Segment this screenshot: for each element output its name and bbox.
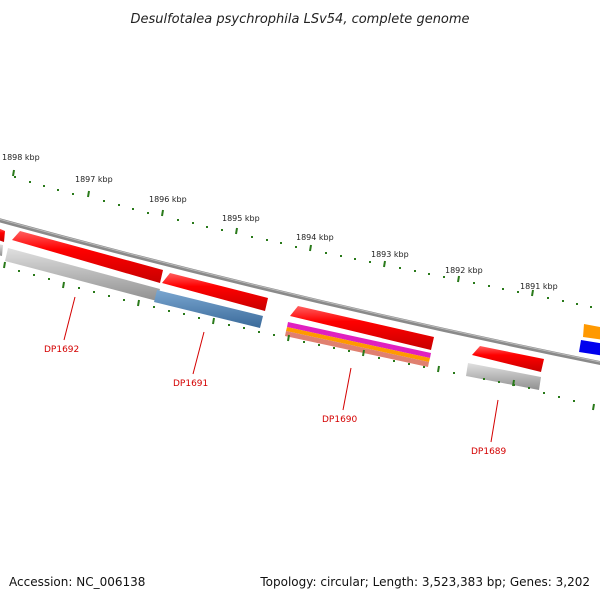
leader-line-dp1691 bbox=[192, 331, 205, 375]
scale-label-1898: 1898 kbp bbox=[2, 153, 40, 162]
genome-summary-text: Topology: circular; Length: 3,523,383 bp… bbox=[259, 575, 590, 589]
gene-leader-lines bbox=[63, 296, 499, 443]
gene-arrow-dp1689 bbox=[472, 346, 544, 372]
scale-label-1891: 1891 kbp bbox=[520, 282, 558, 291]
scale-label-1894: 1894 kbp bbox=[296, 233, 334, 242]
cog-bars bbox=[0, 244, 600, 390]
cog-bar-dp1689 bbox=[466, 363, 541, 390]
gene-arrows bbox=[0, 228, 600, 372]
scale-label-1892: 1892 kbp bbox=[445, 266, 483, 275]
gene-label-dp1692: DP1692 bbox=[44, 345, 79, 355]
gene-arrow-dp1692 bbox=[12, 231, 163, 283]
cog-bar-dp1690 bbox=[285, 322, 431, 367]
inner-scale-dots bbox=[18, 270, 575, 402]
genome-backbone-highlight bbox=[0, 218, 600, 363]
leader-line-dp1689 bbox=[490, 399, 499, 443]
gene-labels: DP1692 DP1691 DP1690 DP1689 bbox=[44, 345, 507, 457]
scale-labels: 1898 kbp 1897 kbp 1896 kbp 1895 kbp 1894… bbox=[2, 153, 558, 291]
scale-label-1896: 1896 kbp bbox=[149, 195, 187, 204]
gene-label-dp1690: DP1690 bbox=[322, 415, 358, 425]
genome-backbone bbox=[0, 218, 600, 366]
accession-text: Accession: NC_006138 bbox=[9, 575, 145, 589]
map-title: Desulfotalea psychrophila LSv54, complet… bbox=[130, 12, 469, 27]
gene-arrow-left-edge bbox=[0, 228, 5, 242]
cog-bar-dp1692 bbox=[5, 248, 160, 301]
gene-arrow-dp1691 bbox=[162, 273, 268, 311]
outer-scale-dots bbox=[14, 176, 592, 308]
scale-label-1897: 1897 kbp bbox=[75, 175, 113, 184]
inner-scale-ticks bbox=[3, 261, 595, 411]
scale-label-1895: 1895 kbp bbox=[222, 214, 260, 223]
gene-arrow-right-edge-orange bbox=[583, 324, 600, 340]
scale-label-1893: 1893 kbp bbox=[371, 250, 409, 259]
cog-bar-dp1691 bbox=[154, 290, 263, 328]
cog-bar-left-edge bbox=[0, 244, 3, 256]
gene-arrow-dp1690 bbox=[290, 306, 434, 350]
gene-label-dp1691: DP1691 bbox=[173, 379, 208, 389]
outer-scale-ticks bbox=[12, 169, 534, 297]
leader-line-dp1690 bbox=[342, 367, 352, 411]
leader-line-dp1692 bbox=[63, 296, 76, 341]
gene-label-dp1689: DP1689 bbox=[471, 447, 507, 457]
cog-bar-right-edge-blue bbox=[579, 340, 600, 356]
